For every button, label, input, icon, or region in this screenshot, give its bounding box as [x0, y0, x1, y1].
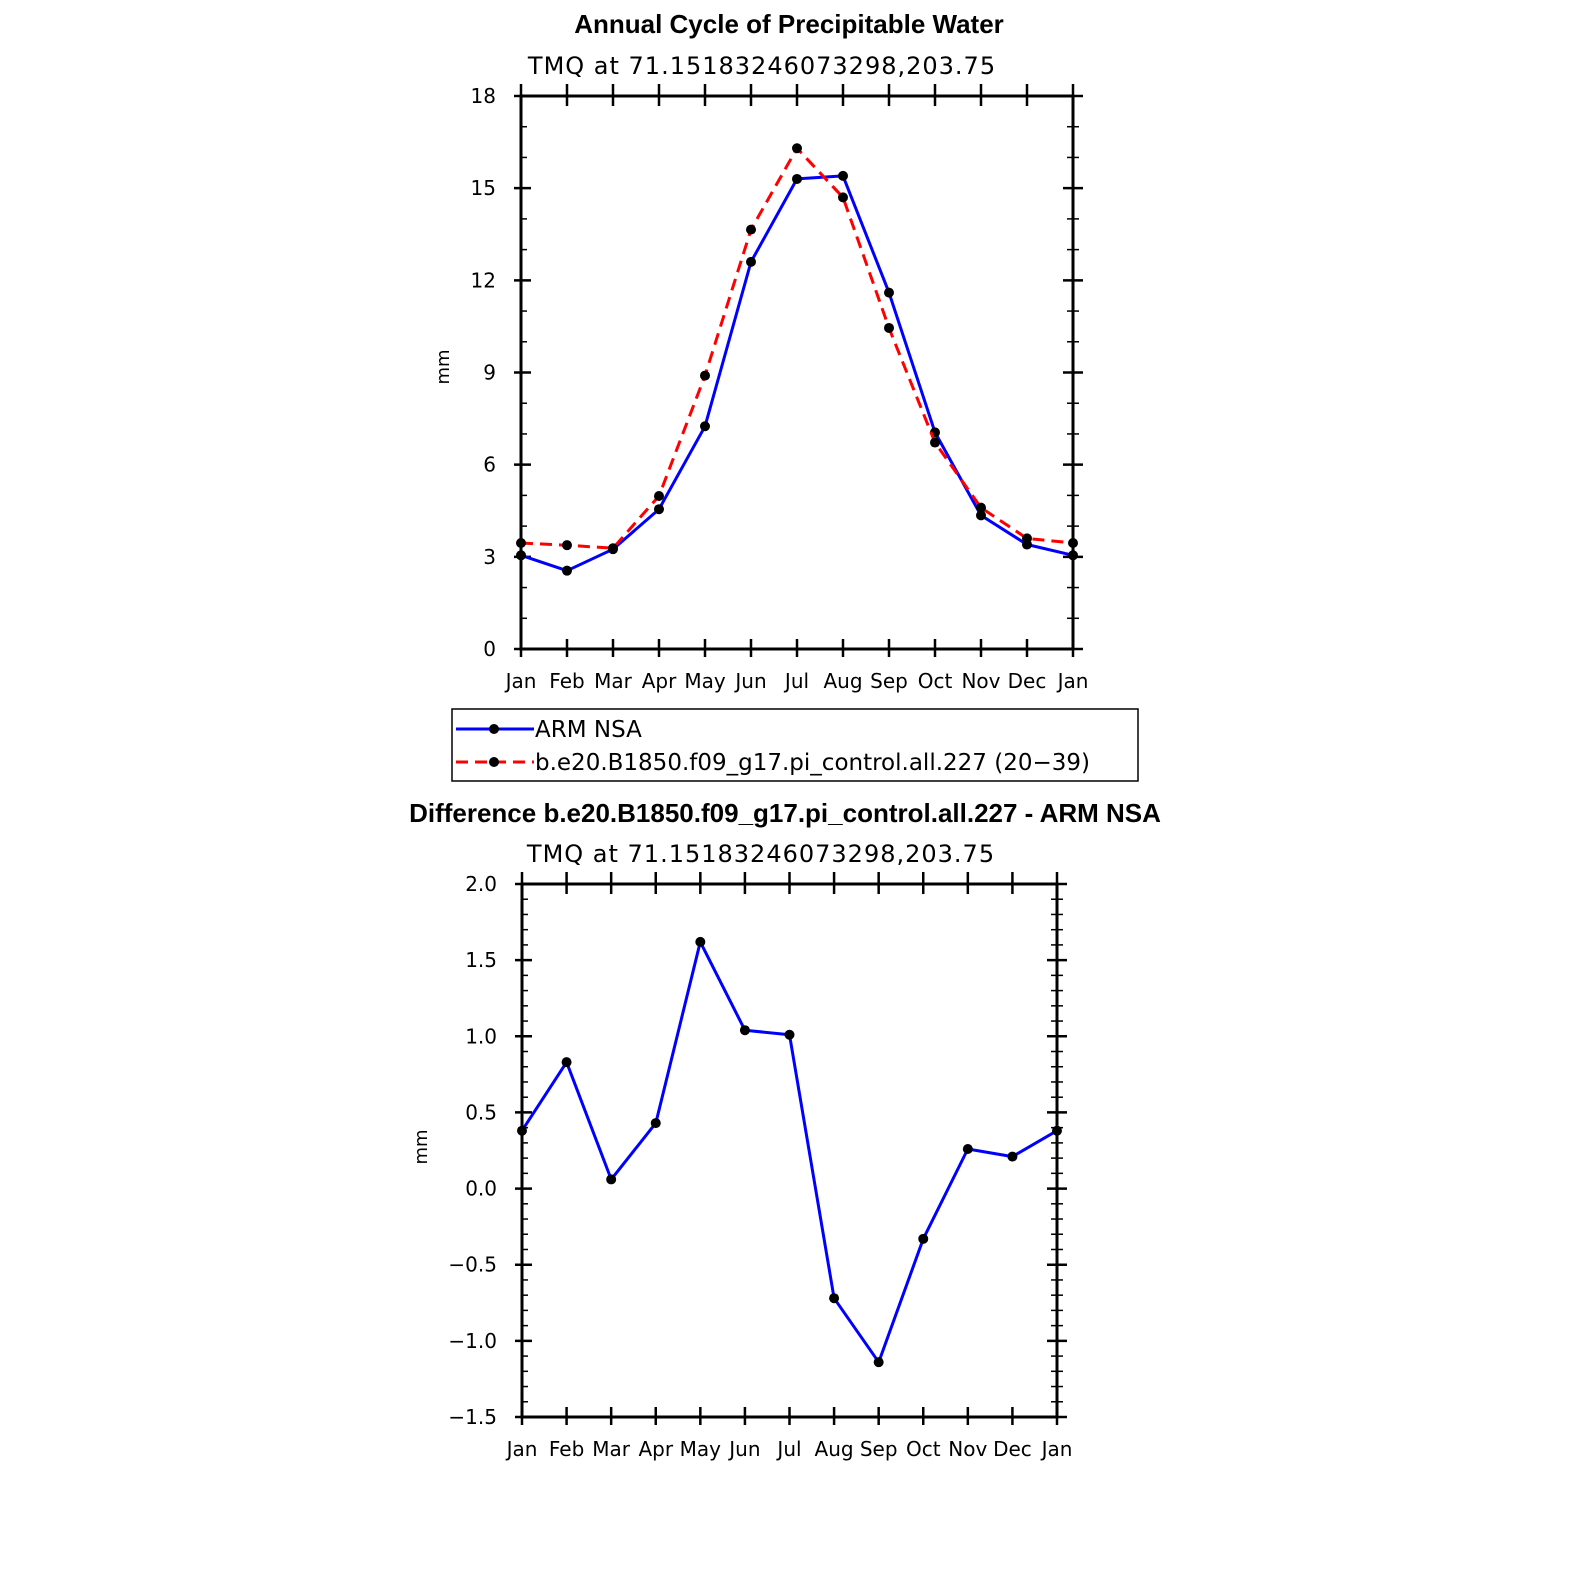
data-point	[884, 287, 894, 298]
data-point	[784, 1029, 795, 1040]
data-point	[516, 538, 526, 549]
y-axis-label: mm	[411, 1129, 432, 1164]
data-point	[746, 224, 756, 235]
legend-box	[451, 708, 1139, 782]
data-point	[1007, 1151, 1018, 1162]
x-tick-label: Mar	[592, 1437, 631, 1461]
x-tick-label: Oct	[906, 1437, 941, 1461]
x-tick-label: Feb	[549, 1437, 584, 1461]
data-point	[562, 540, 572, 551]
y-tick-label: 6	[483, 453, 496, 477]
chart-subtitle: TMQ at 71.15183246073298,203.75	[527, 52, 996, 80]
series-line	[520, 940, 1058, 1364]
data-point	[654, 504, 664, 515]
data-point	[650, 1118, 661, 1129]
data-point	[739, 1025, 750, 1036]
x-tick-label: May	[680, 1437, 722, 1461]
data-point	[606, 1174, 617, 1185]
data-point	[976, 510, 986, 521]
data-point	[792, 173, 802, 184]
data-point	[918, 1233, 929, 1244]
data-point	[746, 256, 756, 267]
y-tick-label: 1.5	[465, 948, 497, 972]
x-tick-label: Mar	[594, 669, 633, 693]
data-point	[930, 437, 940, 448]
series-line	[520, 146, 1074, 550]
y-axis-label: mm	[433, 349, 454, 384]
series-line	[520, 174, 1074, 573]
data-point	[884, 322, 894, 333]
data-point	[873, 1357, 884, 1368]
x-tick-label: Aug	[823, 669, 862, 693]
legend-marker-model	[489, 757, 499, 767]
data-point	[838, 170, 848, 181]
legend: ARM NSA b.e20.B1850.f09_g17.pi_control.a…	[451, 708, 1139, 782]
y-tick-label: 0	[483, 637, 496, 661]
x-tick-label: Jan	[504, 669, 537, 693]
y-tick-label: 3	[483, 545, 496, 569]
data-point	[1068, 538, 1078, 549]
data-point	[517, 1125, 527, 1136]
x-tick-label: Jan	[1040, 1437, 1073, 1461]
y-tick-label: −1.5	[448, 1405, 497, 1429]
data-point	[829, 1293, 840, 1304]
x-tick-label: Feb	[549, 669, 584, 693]
x-tick-label: Dec	[1008, 669, 1047, 693]
data-point	[976, 502, 986, 513]
y-tick-label: 2.0	[465, 872, 497, 896]
legend-marker-arm-nsa	[489, 724, 499, 734]
x-tick-label: Jan	[505, 1437, 538, 1461]
x-tick-label: Aug	[815, 1437, 854, 1461]
x-tick-label: Dec	[993, 1437, 1032, 1461]
data-point	[561, 1057, 572, 1068]
x-tick-label: Nov	[961, 669, 1000, 693]
x-tick-label: Jan	[1056, 669, 1089, 693]
chart-title: Difference b.e20.B1850.f09_g17.pi_contro…	[409, 798, 1161, 828]
y-tick-label: 15	[471, 176, 496, 200]
data-point	[1052, 1125, 1062, 1136]
chart-precipitable-water: Annual Cycle of Precipitable Water TMQ a…	[433, 9, 1088, 693]
data-point	[562, 565, 572, 576]
chart-subtitle: TMQ at 71.15183246073298,203.75	[526, 840, 995, 868]
data-point	[700, 370, 710, 381]
data-point	[654, 491, 664, 502]
x-tick-label: Jul	[783, 669, 809, 693]
data-point	[695, 936, 706, 947]
y-tick-label: 18	[471, 84, 496, 108]
x-tick-label: Jun	[727, 1437, 760, 1461]
x-tick-label: Nov	[948, 1437, 987, 1461]
x-tick-label: Apr	[638, 1437, 673, 1461]
data-point	[838, 192, 848, 203]
x-tick-label: Sep	[860, 1437, 898, 1461]
y-tick-label: −0.5	[448, 1253, 497, 1277]
y-tick-label: −1.0	[448, 1329, 497, 1353]
y-tick-label: 9	[483, 361, 496, 385]
y-tick-label: 1.0	[465, 1024, 497, 1048]
data-point	[792, 143, 802, 154]
data-point	[962, 1143, 973, 1154]
data-point	[1068, 550, 1078, 561]
legend-label-model: b.e20.B1850.f09_g17.pi_control.all.227 (…	[535, 750, 1090, 776]
data-point	[700, 421, 710, 432]
y-tick-label: 0.5	[465, 1100, 497, 1124]
x-tick-label: Jun	[733, 669, 766, 693]
x-tick-label: Oct	[918, 669, 953, 693]
plot-area: 0 3 6 9 12 15 18 Jan Feb Mar Apr May Jun Jul Aug Sep Oct…	[471, 84, 1089, 693]
chart-difference: Difference b.e20.B1850.f09_g17.pi_contro…	[409, 798, 1161, 1461]
legend-label-arm-nsa: ARM NSA	[535, 717, 642, 743]
chart-title: Annual Cycle of Precipitable Water	[574, 9, 1004, 39]
data-point	[516, 550, 526, 561]
y-tick-label: 12	[471, 268, 496, 292]
x-tick-label: Jul	[775, 1437, 801, 1461]
plot-area: −1.5 −1.0 −0.5 0.0 0.5 1.0 1.5 2.0 Jan Feb Mar Apr M…	[448, 872, 1072, 1461]
x-tick-label: Apr	[642, 669, 677, 693]
data-point	[608, 543, 618, 554]
x-tick-label: May	[684, 669, 726, 693]
x-tick-label: Sep	[870, 669, 908, 693]
y-tick-label: 0.0	[465, 1177, 497, 1201]
data-point	[1022, 533, 1032, 544]
